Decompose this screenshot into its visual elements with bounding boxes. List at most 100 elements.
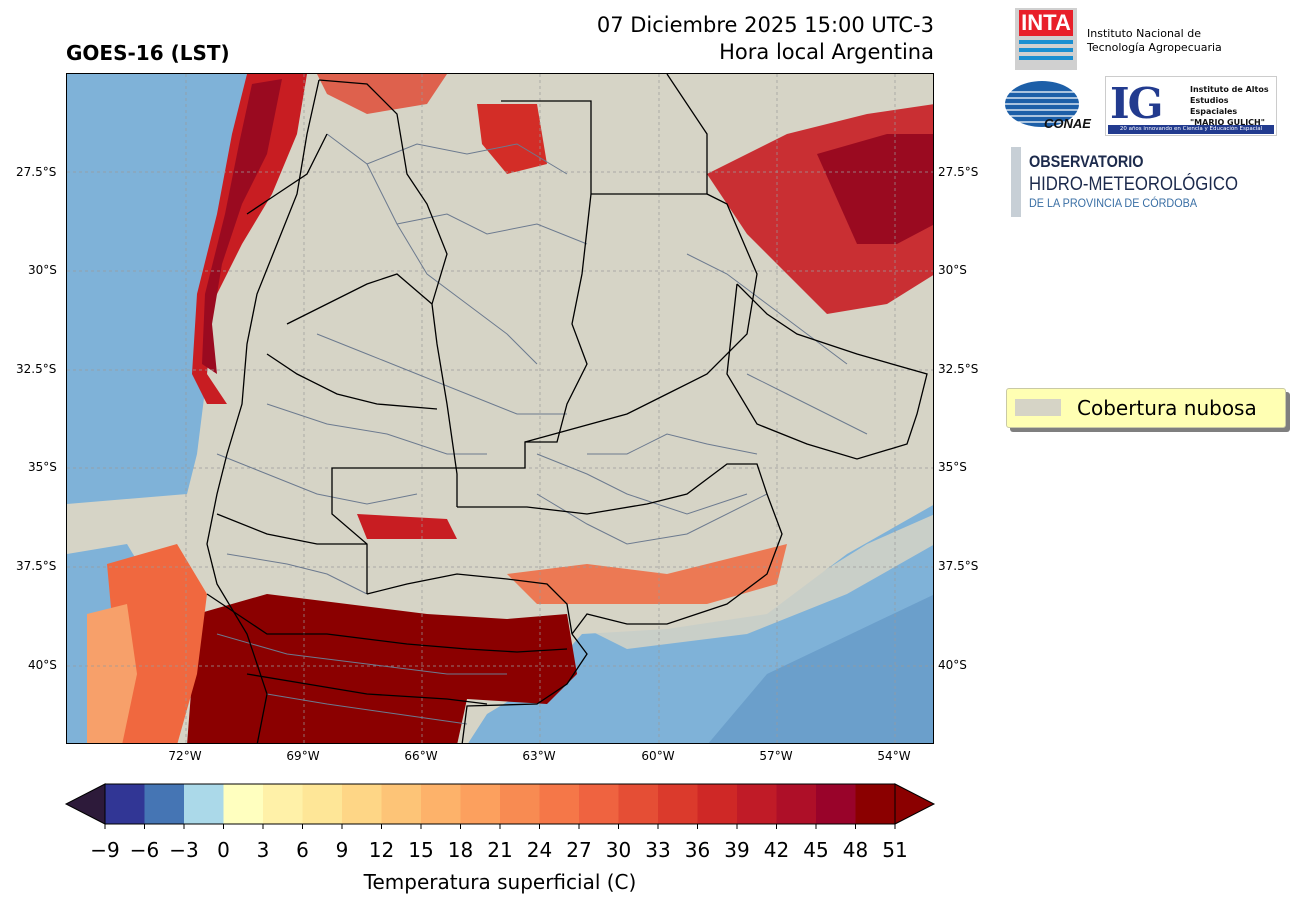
observatorio-logo-line3: DE LA PROVINCIA DE CÓRDOBA	[1029, 196, 1198, 210]
colorbar-segment	[776, 784, 817, 824]
ig-text-line: Instituto de Altos	[1190, 85, 1269, 94]
warm-central	[357, 514, 457, 539]
colorbar-segment	[263, 784, 303, 824]
colorbar-segment	[500, 784, 540, 824]
colorbar-under-arrow	[64, 783, 106, 825]
lat-label-left: 35°S	[28, 460, 57, 474]
inta-logo-text: Instituto Nacional de Tecnología Agropec…	[1087, 27, 1222, 55]
datetime-label: 07 Diciembre 2025 15:00 UTC-3	[596, 13, 934, 37]
colorbar	[60, 780, 940, 830]
conae-logo-word: CONAE	[1044, 116, 1091, 131]
temperature-map	[66, 73, 934, 744]
colorbar-tick-label: 3	[256, 838, 270, 862]
lat-label-left: 27.5°S	[16, 165, 57, 179]
lon-label: 57°W	[759, 749, 793, 763]
colorbar-segment	[223, 784, 264, 824]
lat-label-right: 27.5°S	[938, 165, 979, 179]
warm-buenos-aires	[507, 544, 787, 604]
colorbar-over-arrow	[894, 783, 936, 825]
colorbar-segment	[697, 784, 738, 824]
map-title: GOES-16 (LST)	[66, 41, 230, 65]
colorbar-tick-label: 0	[217, 838, 230, 862]
colorbar-segment	[658, 784, 698, 824]
colorbar-svg	[64, 783, 936, 829]
colorbar-tick-label: 6	[296, 838, 309, 862]
colorbar-tick-label: 18	[447, 838, 474, 862]
datetime-header: 07 Diciembre 2025 15:00 UTC-3 Hora local…	[597, 12, 934, 66]
colorbar-segment	[381, 784, 422, 824]
lat-label-right: 40°S	[938, 658, 967, 672]
colorbar-segment	[816, 784, 856, 824]
coastline	[461, 633, 588, 743]
lon-label: 54°W	[877, 749, 911, 763]
inta-text-line: Instituto Nacional de	[1087, 27, 1201, 40]
inta-logo-bar	[1019, 40, 1073, 44]
conae-logo: CONAE	[1004, 80, 1091, 134]
lat-label-right: 37.5°S	[938, 559, 979, 573]
colorbar-segment	[144, 784, 185, 824]
colorbar-tick-label: 42	[763, 838, 790, 862]
inta-logo-bar	[1019, 48, 1073, 52]
inta-text-line: Tecnología Agropecuaria	[1087, 41, 1222, 54]
colorbar-segment	[421, 784, 461, 824]
colorbar-tick-label: 30	[605, 838, 632, 862]
hot-andes-core	[202, 79, 282, 374]
lon-label: 66°W	[404, 749, 438, 763]
lon-label: 72°W	[168, 749, 202, 763]
observatorio-logo-bar	[1011, 147, 1021, 217]
hot-northeast-core	[817, 134, 933, 244]
ig-logo-text: Instituto de Altos Estudios Espaciales "…	[1190, 84, 1276, 128]
colorbar-segment	[460, 784, 501, 824]
colorbar-tick-label: 12	[368, 838, 395, 862]
observatorio-logo-line1: OBSERVATORIO	[1029, 152, 1144, 171]
colorbar-tick-label: 33	[645, 838, 671, 862]
conae-globe-icon	[1005, 81, 1079, 127]
lat-label-right: 35°S	[938, 460, 967, 474]
lon-label: 69°W	[286, 749, 320, 763]
hot-north-2	[317, 74, 447, 114]
cloud-atlantic	[587, 514, 933, 649]
province-borders	[206, 74, 928, 743]
colorbar-tick-label: 45	[803, 838, 829, 862]
lat-label-left: 32.5°S	[16, 362, 57, 376]
map-canvas	[67, 74, 933, 743]
ig-logo: IG Instituto de Altos Estudios Espaciale…	[1105, 76, 1277, 136]
lat-label-right: 30°S	[938, 263, 967, 277]
lat-label-right: 32.5°S	[938, 362, 979, 376]
ig-text-line: "MARIO GULICH"	[1190, 118, 1265, 127]
department-borders	[216, 133, 868, 725]
colorbar-tick-label: −3	[169, 838, 199, 862]
colorbar-tick-label: 48	[842, 838, 869, 862]
colorbar-label: Temperatura superficial (C)	[363, 870, 637, 894]
colorbar-tick-label: 36	[684, 838, 711, 862]
colorbar-segment	[618, 784, 659, 824]
colorbar-segment	[184, 784, 224, 824]
colorbar-tick-label: 21	[487, 838, 513, 862]
cloud-legend-swatch	[1015, 399, 1061, 416]
colorbar-tick-label: 51	[882, 838, 908, 862]
mild-patagonia-w	[87, 604, 137, 743]
colorbar-segment	[539, 784, 580, 824]
ig-logo-letters: IG	[1110, 79, 1163, 128]
lon-label: 63°W	[522, 749, 556, 763]
ocean-east-shade	[708, 594, 933, 743]
ocean-west	[67, 74, 247, 504]
hot-north-1	[477, 104, 547, 174]
hot-andes	[192, 74, 307, 404]
colorbar-segment	[105, 784, 145, 824]
inta-logo-bar	[1019, 56, 1073, 60]
local-time-label: Hora local Argentina	[719, 40, 934, 64]
lat-label-left: 30°S	[28, 263, 57, 277]
lat-label-left: 40°S	[28, 658, 57, 672]
colorbar-segment	[342, 784, 382, 824]
colorbar-tick-label: −6	[129, 838, 160, 862]
colorbar-tick-label: 27	[566, 838, 592, 862]
colorbar-tick-label: 24	[526, 838, 553, 862]
hot-patagonia	[187, 594, 577, 743]
lon-label: 60°W	[641, 749, 675, 763]
lat-label-left: 37.5°S	[16, 559, 57, 573]
cloud-legend-label: Cobertura nubosa	[1077, 396, 1257, 420]
colorbar-tick-label: 39	[724, 838, 750, 862]
cloud-legend: Cobertura nubosa	[1006, 388, 1286, 428]
ig-logo-footer: 20 años innovando en Ciencia y Educación…	[1108, 125, 1274, 134]
